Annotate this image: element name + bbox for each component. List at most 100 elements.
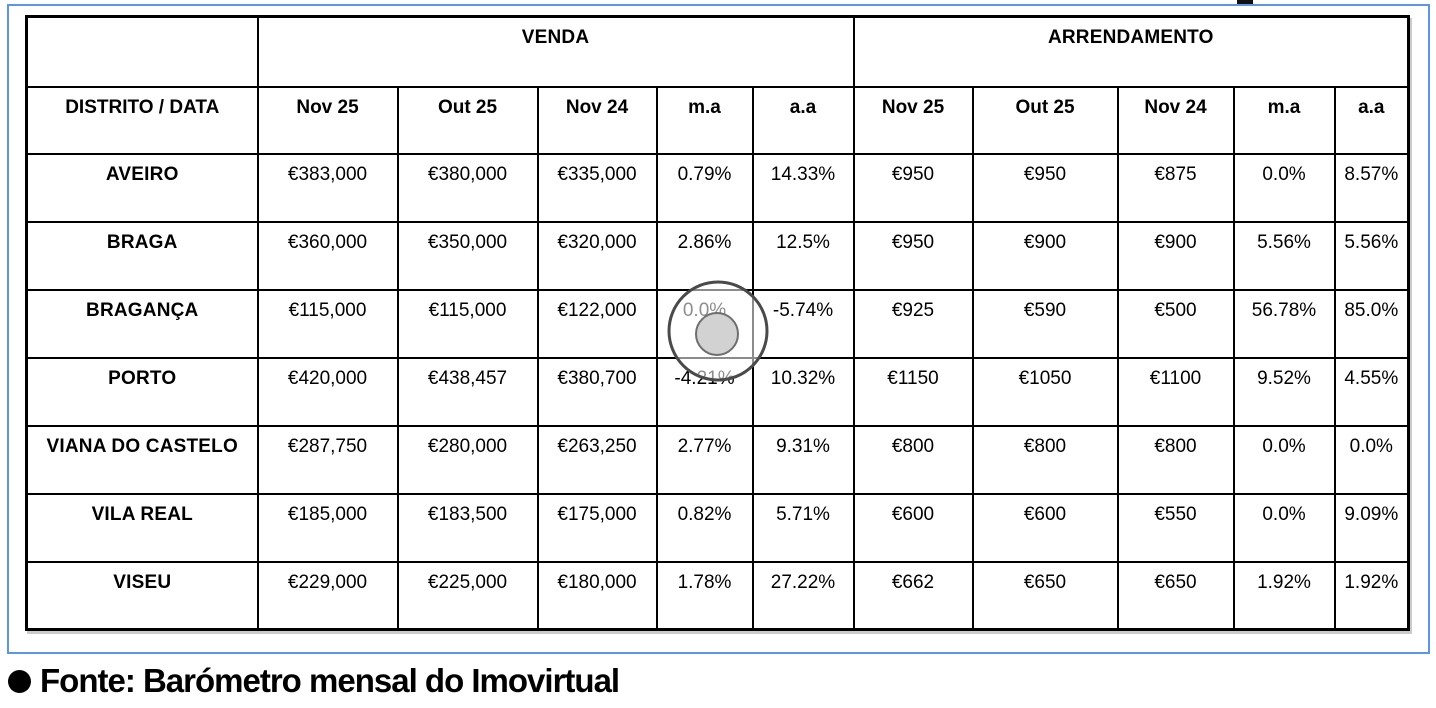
value-cell: €287,750 — [256, 424, 399, 495]
column-header-row: DISTRITO / DATA Nov 25 Out 25 Nov 24 m.a… — [25, 85, 1410, 155]
value-cell: €800 — [1116, 424, 1235, 495]
value-cell: €875 — [1116, 152, 1235, 223]
column-header: Nov 25 — [852, 85, 974, 155]
value-cell: €380,700 — [536, 356, 658, 427]
corner-cell — [25, 15, 259, 88]
value-cell: €175,000 — [536, 492, 658, 563]
source-text: Fonte: Barómetro mensal do Imovirtual — [40, 662, 620, 699]
column-header: a.a — [1333, 85, 1410, 155]
table-row: VISEU €229,000 €225,000 €180,000 1.78% 27.22%… — [25, 560, 1410, 631]
value-cell: 8.57% — [1333, 152, 1410, 223]
table-row: PORTO €420,000 €438,457 €380,700 -4.21% 10.32… — [25, 356, 1410, 427]
value-cell: 2.86% — [655, 220, 754, 291]
column-header: Nov 25 — [256, 85, 399, 155]
value-cell: €360,000 — [256, 220, 399, 291]
table-row: VILA REAL €185,000 €183,500 €175,000 0.82% 5.… — [25, 492, 1410, 563]
value-cell: 0.82% — [655, 492, 754, 563]
value-cell: €263,250 — [536, 424, 658, 495]
value-cell: 0.0% — [655, 288, 754, 359]
column-header: Out 25 — [396, 85, 539, 155]
value-cell: 1.92% — [1232, 560, 1336, 631]
district-cell: VISEU — [25, 560, 259, 631]
table-row: BRAGANÇA €115,000 €115,000 €122,000 0.0% -5.7… — [25, 288, 1410, 359]
value-cell: €420,000 — [256, 356, 399, 427]
value-cell: €185,000 — [256, 492, 399, 563]
district-cell: AVEIRO — [25, 152, 259, 223]
selection-frame — [7, 4, 1430, 654]
district-cell: VIANA DO CASTELO — [25, 424, 259, 495]
value-cell: 27.22% — [751, 560, 855, 631]
value-cell: €925 — [852, 288, 974, 359]
value-cell: 85.0% — [1333, 288, 1410, 359]
value-cell: 56.78% — [1232, 288, 1336, 359]
value-cell: €380,000 — [396, 152, 539, 223]
value-cell: €1100 — [1116, 356, 1235, 427]
value-cell: 4.55% — [1333, 356, 1410, 427]
value-cell: 2.77% — [655, 424, 754, 495]
source-footer: Fonte: Barómetro mensal do Imovirtual — [8, 659, 620, 703]
value-cell: €590 — [971, 288, 1119, 359]
cropped-text-fragment — [1237, 0, 1253, 4]
value-cell: €800 — [971, 424, 1119, 495]
column-header: m.a — [1232, 85, 1336, 155]
value-cell: 1.92% — [1333, 560, 1410, 631]
value-cell: €383,000 — [256, 152, 399, 223]
value-cell: €1150 — [852, 356, 974, 427]
value-cell: €600 — [971, 492, 1119, 563]
district-cell: BRAGANÇA — [25, 288, 259, 359]
barometer-table: VENDA ARRENDAMENTO DISTRITO / DATA Nov 2… — [25, 15, 1411, 631]
value-cell: €350,000 — [396, 220, 539, 291]
venda-group-header: VENDA — [256, 15, 855, 88]
column-header-distrito: DISTRITO / DATA — [25, 85, 259, 155]
value-cell: €280,000 — [396, 424, 539, 495]
arrendamento-group-header: ARRENDAMENTO — [852, 15, 1410, 88]
value-cell: €650 — [971, 560, 1119, 631]
value-cell: €180,000 — [536, 560, 658, 631]
value-cell: 1.78% — [655, 560, 754, 631]
value-cell: 9.09% — [1333, 492, 1410, 563]
value-cell: 10.32% — [751, 356, 855, 427]
value-cell: €950 — [971, 152, 1119, 223]
table-row: VIANA DO CASTELO €287,750 €280,000 €263,250… — [25, 424, 1410, 495]
value-cell: €950 — [852, 220, 974, 291]
value-cell: €115,000 — [256, 288, 399, 359]
value-cell: 5.71% — [751, 492, 855, 563]
column-header: Nov 24 — [536, 85, 658, 155]
value-cell: €800 — [852, 424, 974, 495]
value-cell: €320,000 — [536, 220, 658, 291]
value-cell: €600 — [852, 492, 974, 563]
table-row: BRAGA €360,000 €350,000 €320,000 2.86% 12.5% €… — [25, 220, 1410, 291]
value-cell: 5.56% — [1333, 220, 1410, 291]
value-cell: €500 — [1116, 288, 1235, 359]
value-cell: 12.5% — [751, 220, 855, 291]
value-cell: €183,500 — [396, 492, 539, 563]
value-cell: €115,000 — [396, 288, 539, 359]
value-cell: €650 — [1116, 560, 1235, 631]
value-cell: 9.52% — [1232, 356, 1336, 427]
value-cell: €122,000 — [536, 288, 658, 359]
value-cell: €950 — [852, 152, 974, 223]
value-cell: 0.0% — [1333, 424, 1410, 495]
column-header: m.a — [655, 85, 754, 155]
bullet-icon — [8, 669, 31, 693]
column-header: a.a — [751, 85, 855, 155]
value-cell: -4.21% — [655, 356, 754, 427]
district-cell: BRAGA — [25, 220, 259, 291]
value-cell: €900 — [971, 220, 1119, 291]
value-cell: €900 — [1116, 220, 1235, 291]
value-cell: €229,000 — [256, 560, 399, 631]
district-cell: PORTO — [25, 356, 259, 427]
value-cell: 9.31% — [751, 424, 855, 495]
value-cell: 0.0% — [1232, 424, 1336, 495]
value-cell: 0.79% — [655, 152, 754, 223]
table-row: AVEIRO €383,000 €380,000 €335,000 0.79% 14.33… — [25, 152, 1410, 223]
value-cell: 5.56% — [1232, 220, 1336, 291]
value-cell: 14.33% — [751, 152, 855, 223]
value-cell: €438,457 — [396, 356, 539, 427]
value-cell: €1050 — [971, 356, 1119, 427]
value-cell: €662 — [852, 560, 974, 631]
column-header: Nov 24 — [1116, 85, 1235, 155]
value-cell: €225,000 — [396, 560, 539, 631]
value-cell: 0.0% — [1232, 492, 1336, 563]
